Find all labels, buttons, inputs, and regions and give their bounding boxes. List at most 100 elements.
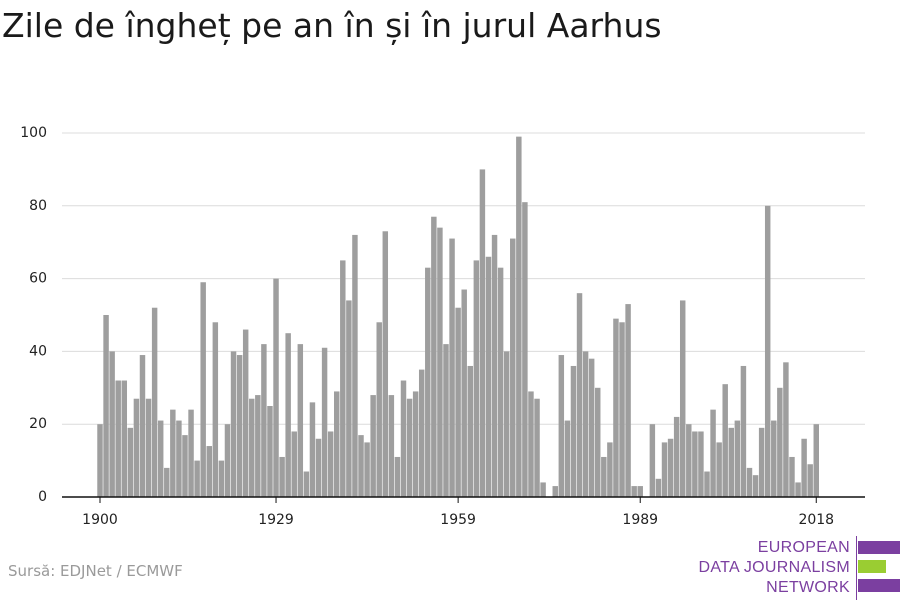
bar [425,267,431,497]
y-tick-label: 0 [38,489,47,505]
bar [534,398,540,497]
bar [249,398,255,497]
bar [467,365,473,497]
bar [273,278,279,497]
bar [649,424,656,497]
bar [327,431,334,497]
bar [255,395,261,497]
bar [309,402,316,497]
bar [576,293,583,497]
bar [352,234,358,498]
bar [291,431,297,497]
bar [528,391,534,497]
source-note: Sursă: EDJNet / ECMWF [8,562,183,580]
bar [588,358,595,497]
bar [613,318,619,497]
bar [716,442,722,497]
bar [455,307,461,497]
bar [631,486,637,497]
logo-line-1: EUROPEAN [757,539,850,556]
bar [303,471,310,497]
bar [334,391,340,497]
bar [734,420,741,497]
bar [764,205,771,498]
bar [595,387,601,497]
bar [473,260,480,497]
bar [637,486,643,497]
bar [679,300,686,497]
y-tick-label: 100 [20,125,47,141]
bar [704,471,710,497]
y-tick-label: 20 [29,416,47,432]
bar [813,424,819,497]
bar [358,435,364,497]
logo-line-3: NETWORK [766,579,850,596]
bar [188,409,194,497]
logo-line-2: DATA JOURNALISM [698,559,850,576]
chart-title: Zile de îngheț pe an în și în jurul Aarh… [2,6,662,45]
bar [261,344,267,497]
bar [279,456,285,497]
bar [740,365,747,497]
bar [752,475,759,497]
bar [789,456,795,497]
edjnet-logo: EUROPEAN DATA JOURNALISM NETWORK [699,536,900,600]
bar [485,256,492,497]
bar [340,260,346,497]
bar [564,420,571,497]
bar [771,420,777,497]
x-axis: 1900 1929 1959 1989 2018 [62,496,865,528]
y-tick-label: 80 [29,198,47,214]
bar [297,344,304,497]
bar [139,355,146,497]
bar [795,482,801,497]
bar [758,427,765,497]
bar [777,387,783,497]
bar [346,300,352,497]
bar [321,347,328,497]
bar [285,333,291,497]
x-tick-label: 1989 [622,512,658,528]
bar [176,420,182,497]
bar [607,442,613,497]
logo-bar-green [858,560,886,573]
bar [461,289,467,497]
bar [783,362,789,497]
bar [224,424,231,497]
logo-text: EUROPEAN DATA JOURNALISM NETWORK [699,538,850,598]
bar [722,384,728,497]
bar [315,438,322,497]
bars [97,136,819,498]
bar [200,282,206,497]
bar [418,369,425,497]
bar [673,416,680,497]
bar [619,322,625,497]
bar [655,478,662,497]
bar [710,409,716,497]
bar [625,304,631,497]
bar [212,322,219,497]
bar [157,420,164,497]
y-tick-label: 60 [29,271,47,287]
bar [115,380,121,497]
bar [552,486,558,497]
y-axis-ticks: 0 20 40 60 80 100 [20,125,47,505]
bar [728,427,735,497]
bar [601,456,607,497]
bar [698,431,704,497]
logo-bar-purple-top [858,541,900,554]
bar [558,355,565,497]
bar [388,395,395,497]
bar [479,169,486,497]
bar [449,238,455,497]
bar [97,424,103,497]
bar [170,409,176,497]
bar [230,351,237,497]
bar [801,438,807,497]
bar [582,351,589,497]
bar [194,460,200,497]
x-tick-label: 1929 [258,512,294,528]
bar [133,398,140,497]
bar [364,442,370,497]
bar [376,322,382,497]
